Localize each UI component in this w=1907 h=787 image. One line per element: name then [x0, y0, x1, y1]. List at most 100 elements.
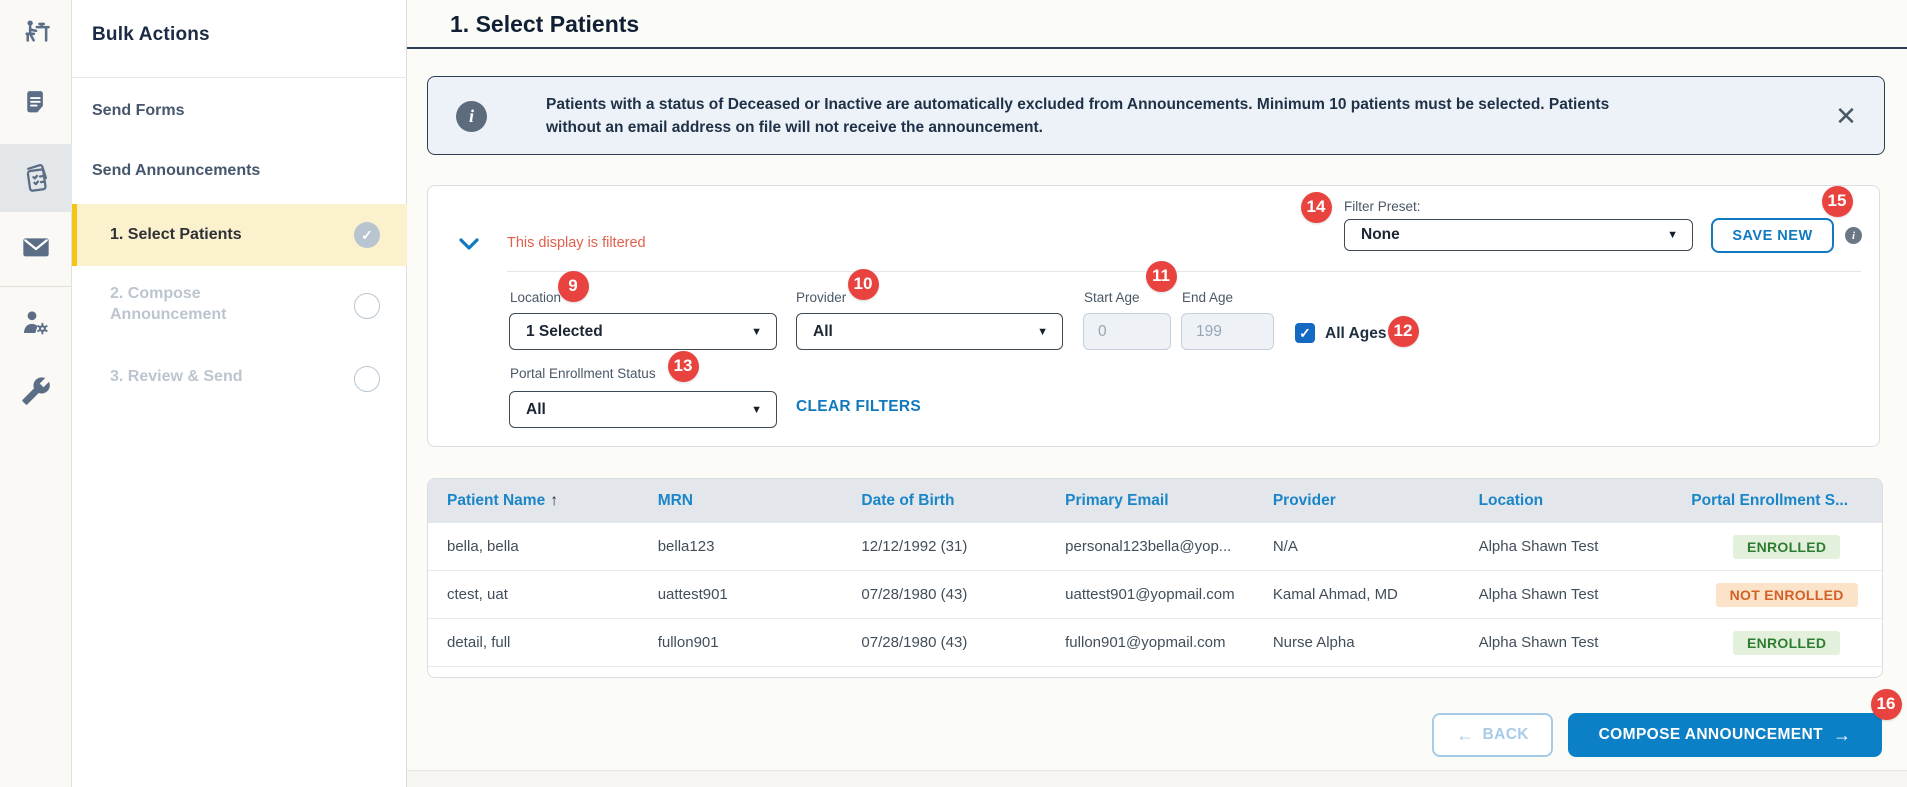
enrollment-status-badge: NOT ENROLLED: [1715, 582, 1858, 607]
filter-preset-value: None: [1361, 226, 1400, 243]
table-cell: 12/12/1992 (31): [861, 538, 968, 555]
main-content: 1. Select Patients i Patients with a sta…: [407, 0, 1907, 787]
forward-arrow-icon: →: [1833, 724, 1852, 745]
sidebar-step-select-patients[interactable]: 1. Select Patients ✓: [72, 204, 407, 266]
annotation-badge: 13: [667, 350, 699, 382]
table-cell: NOT ENROLLED: [1684, 582, 1882, 607]
column-header[interactable]: Date of Birth: [861, 492, 955, 509]
table-cell: fullon901@yopmail.com: [1065, 634, 1226, 651]
document-icon[interactable]: [0, 74, 72, 132]
start-age-placeholder: 0: [1098, 322, 1107, 340]
table-cell: N/A: [1272, 538, 1298, 555]
column-header[interactable]: Portal Enrollment S...: [1691, 492, 1849, 509]
annotation-badge: 9: [557, 270, 589, 302]
sidebar: Bulk Actions Send Forms Send Announcemen…: [72, 0, 407, 787]
table-cell: 07/28/1980 (43): [861, 586, 968, 603]
table-cell: Alpha Shawn Test: [1478, 586, 1599, 603]
save-new-button[interactable]: SAVE NEW: [1711, 218, 1834, 253]
wrench-icon[interactable]: [0, 362, 72, 420]
info-icon: i: [456, 101, 487, 132]
banner-text: Patients with a status of Deceased or In…: [546, 96, 1610, 136]
location-label: Location: [510, 290, 562, 305]
table-body: bella, bella bella123 12/12/1992 (31) perso…: [428, 523, 1882, 667]
annotation-badge: 14: [1300, 191, 1332, 223]
front-desk-icon[interactable]: [0, 4, 72, 62]
step-pending-icon: [354, 366, 380, 392]
table-cell: ENROLLED: [1684, 534, 1882, 559]
bottom-gutter: [407, 770, 1907, 787]
filter-panel: This display is filtered Filter Preset: …: [427, 185, 1880, 447]
page-title: 1. Select Patients: [450, 11, 640, 37]
table-cell: 07/28/1980 (43): [861, 634, 968, 651]
table-cell: Alpha Shawn Test: [1478, 538, 1599, 555]
table-cell: fullon901: [657, 634, 719, 651]
all-ages-checkbox[interactable]: ✓: [1295, 323, 1315, 343]
filter-preset-label: Filter Preset:: [1344, 199, 1421, 214]
icon-rail: [0, 0, 72, 787]
column-header[interactable]: Primary Email: [1065, 492, 1169, 509]
caret-down-icon: ▼: [751, 325, 762, 338]
table-cell: Alpha Shawn Test: [1478, 634, 1599, 651]
envelope-icon[interactable]: [0, 218, 72, 276]
table-row[interactable]: bella, bella bella123 12/12/1992 (31) perso…: [428, 523, 1882, 571]
active-step-bar: [72, 204, 77, 266]
annotation-badge: 16: [1870, 688, 1902, 720]
column-header[interactable]: Patient Name ↑: [447, 492, 558, 509]
rail-divider: [0, 286, 72, 287]
close-icon[interactable]: ✕: [1835, 100, 1857, 131]
table-row[interactable]: ctest, uat uattest901 07/28/1980 (43) uatte…: [428, 571, 1882, 619]
table-row[interactable]: detail, full fullon901 07/28/1980 (43) full…: [428, 619, 1882, 667]
enrollment-status-badge: ENROLLED: [1732, 630, 1841, 655]
portal-enrollment-value: All: [526, 400, 546, 418]
table-cell: uattest901: [657, 586, 728, 603]
save-new-info-icon[interactable]: i: [1845, 227, 1862, 244]
table-header-row: Patient Name ↑ MRN Date of Birth Primary Ema…: [428, 479, 1882, 523]
location-select[interactable]: 1 Selected ▼: [509, 313, 777, 350]
table-cell: ENROLLED: [1684, 630, 1882, 655]
annotation-badge: 15: [1821, 185, 1853, 217]
back-label: BACK: [1482, 726, 1529, 743]
column-header[interactable]: MRN: [657, 492, 694, 509]
step-complete-icon: ✓: [354, 222, 380, 248]
sidebar-item-send-announcements[interactable]: Send Announcements: [92, 162, 261, 179]
compose-announcement-button[interactable]: COMPOSE ANNOUNCEMENT →: [1568, 713, 1882, 757]
collapse-chevron-icon[interactable]: [457, 232, 481, 261]
sidebar-title: Bulk Actions: [92, 24, 210, 45]
table-cell: bella, bella: [447, 538, 519, 555]
provider-value: All: [813, 322, 833, 340]
back-button[interactable]: ← BACK: [1432, 713, 1553, 757]
caret-down-icon: ▼: [751, 403, 762, 416]
column-header[interactable]: Provider: [1272, 492, 1336, 509]
caret-down-icon: ▼: [1667, 229, 1678, 241]
end-age-label: End Age: [1182, 290, 1234, 305]
bulk-forms-icon[interactable]: [0, 149, 72, 207]
end-age-input[interactable]: 199: [1181, 313, 1274, 350]
user-settings-icon[interactable]: [0, 294, 72, 352]
sidebar-step-review-send[interactable]: 3. Review & Send: [110, 368, 243, 385]
table-cell: detail, full: [447, 634, 511, 651]
back-arrow-icon: ←: [1456, 724, 1475, 745]
annotation-badge: 10: [847, 268, 879, 300]
column-header[interactable]: Location: [1478, 492, 1544, 509]
sidebar-item-send-forms[interactable]: Send Forms: [92, 102, 185, 119]
filter-preset-select[interactable]: None ▼: [1344, 219, 1693, 251]
location-value: 1 Selected: [526, 322, 603, 340]
annotation-badge: 12: [1387, 315, 1419, 347]
clear-filters-link[interactable]: CLEAR FILTERS: [796, 398, 922, 415]
table-cell: ctest, uat: [447, 586, 508, 603]
portal-enrollment-select[interactable]: All ▼: [509, 391, 777, 428]
enrollment-status-badge: ENROLLED: [1732, 534, 1841, 559]
portal-enrollment-label: Portal Enrollment Status: [510, 366, 656, 381]
provider-label: Provider: [796, 290, 847, 305]
compose-label: COMPOSE ANNOUNCEMENT: [1598, 726, 1824, 743]
caret-down-icon: ▼: [1037, 325, 1048, 338]
step-pending-icon: [354, 293, 380, 319]
start-age-input[interactable]: 0: [1083, 313, 1171, 350]
sidebar-step-compose-announcement[interactable]: 2. Compose Announcement: [110, 285, 227, 323]
provider-select[interactable]: All ▼: [796, 313, 1063, 350]
sidebar-step-label: 1. Select Patients: [110, 226, 242, 243]
table-cell: bella123: [657, 538, 715, 555]
table-cell: personal123bella@yop...: [1065, 538, 1232, 555]
info-banner: i Patients with a status of Deceased or …: [427, 76, 1885, 155]
